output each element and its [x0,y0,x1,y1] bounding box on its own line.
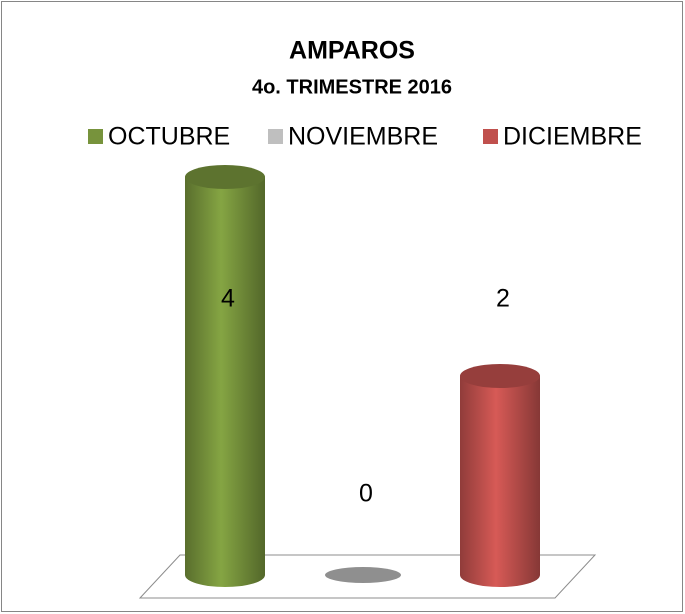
bar [185,177,265,587]
bar-top [460,364,540,388]
chart-subtitle: 4o. TRIMESTRE 2016 [252,76,452,98]
data-label: 2 [496,285,510,313]
legend-label: DICIEMBRE [503,123,642,151]
legend-label: NOVIEMBRE [288,123,438,151]
legend-swatch [268,129,283,144]
bar [460,376,540,587]
data-label: 0 [359,480,373,508]
bar-top [185,165,265,189]
legend-label: OCTUBRE [108,123,230,151]
legend-swatch [483,129,498,144]
legend-swatch [88,129,103,144]
data-label: 4 [221,285,235,313]
bar [325,567,401,583]
chart-title: AMPAROS [289,37,415,65]
